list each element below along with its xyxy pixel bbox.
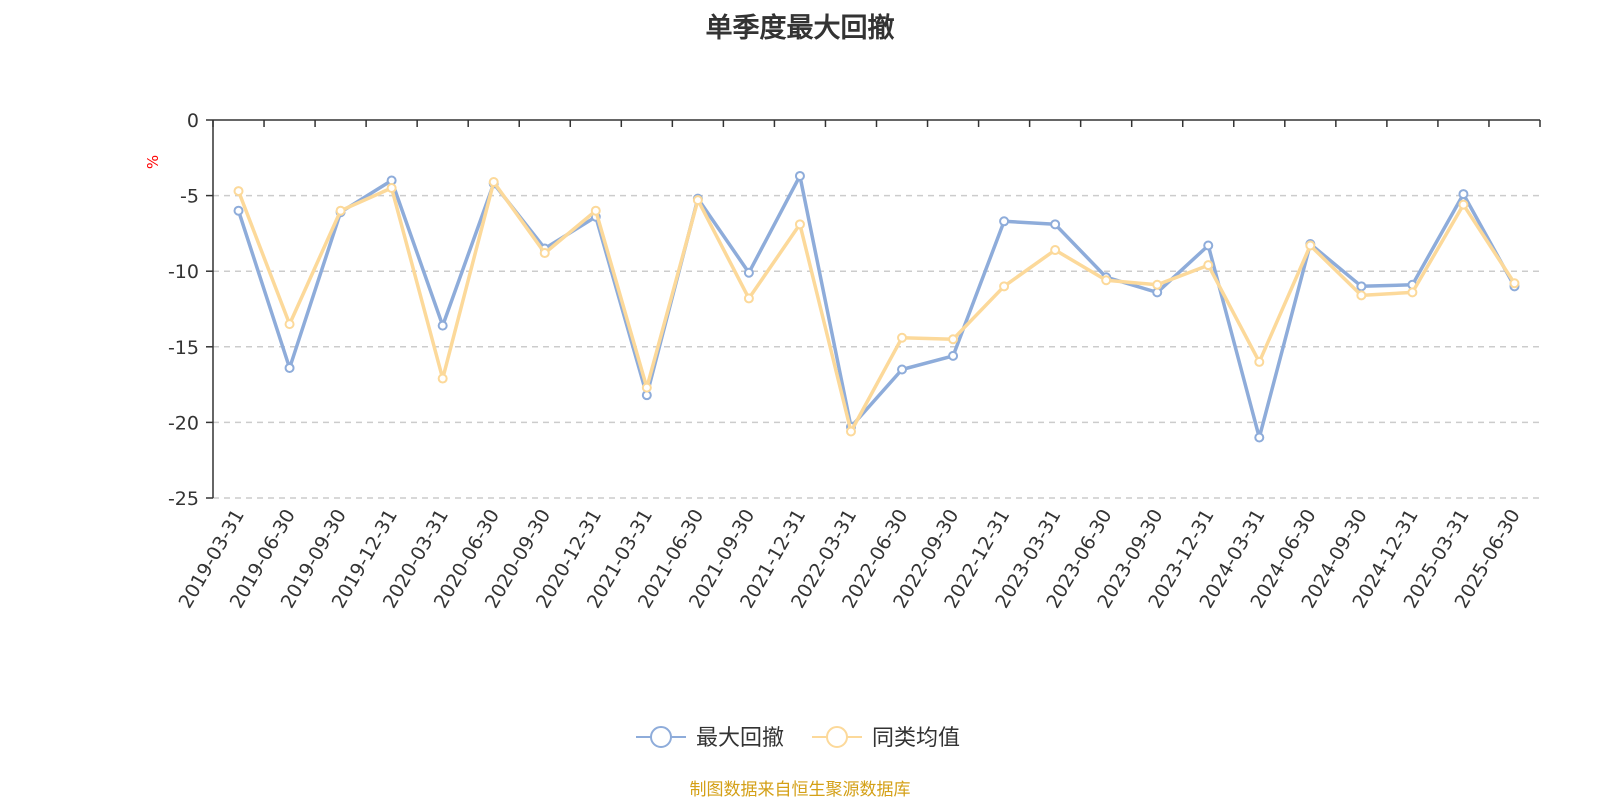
data-point	[794, 170, 805, 181]
data-point	[386, 183, 397, 194]
series-line-2	[236, 180, 1516, 434]
source-note: 制图数据来自恒生聚源数据库	[689, 780, 911, 800]
data-point	[743, 267, 754, 278]
data-point	[999, 216, 1010, 227]
data-point	[948, 350, 959, 361]
data-point	[1203, 260, 1214, 271]
data-point	[845, 426, 856, 437]
y-tick-label: -10	[168, 261, 199, 283]
data-point	[948, 334, 959, 345]
data-point	[794, 219, 805, 230]
legend-layer: 最大回撤 同类均值	[636, 726, 960, 751]
data-point	[641, 382, 652, 393]
legend-label: 同类均值	[872, 726, 960, 751]
data-point	[1101, 275, 1112, 286]
chart-title: 单季度最大回撤	[705, 13, 895, 44]
y-tick-label: 0	[187, 110, 199, 132]
data-point	[999, 281, 1010, 292]
legend-marker	[650, 726, 672, 748]
y-tick-label: -5	[180, 186, 199, 208]
data-point	[743, 293, 754, 304]
data-point	[437, 320, 448, 331]
y-tick-label: -25	[168, 488, 199, 510]
data-point	[539, 248, 550, 259]
data-point	[1305, 240, 1316, 251]
data-point	[488, 176, 499, 187]
data-point	[590, 205, 601, 216]
data-point	[1254, 432, 1265, 443]
data-point	[437, 373, 448, 384]
data-point	[1458, 199, 1469, 210]
series-layer	[233, 170, 1520, 443]
data-point	[1152, 279, 1163, 290]
data-point	[1254, 356, 1265, 367]
data-point	[233, 205, 244, 216]
y-tick-label: -15	[168, 337, 199, 359]
axis-layer: 0-5-10-15-20-25%2019-03-312019-06-302019…	[144, 110, 1541, 612]
legend-label: 最大回撤	[696, 726, 784, 751]
data-point	[1356, 290, 1367, 301]
data-point	[897, 332, 908, 343]
data-point	[284, 362, 295, 373]
data-point	[233, 186, 244, 197]
data-point	[692, 195, 703, 206]
y-axis-unit-label: %	[144, 155, 162, 169]
data-point	[1509, 278, 1520, 289]
data-point	[335, 205, 346, 216]
data-point	[1050, 245, 1061, 256]
data-point	[284, 319, 295, 330]
data-point	[1458, 189, 1469, 200]
legend-marker	[826, 726, 848, 748]
data-point	[1050, 219, 1061, 230]
data-point	[1407, 287, 1418, 298]
y-tick-label: -20	[168, 412, 199, 434]
series-line-1	[236, 174, 1517, 440]
data-point	[1203, 240, 1214, 251]
data-point	[1356, 281, 1367, 292]
data-point	[897, 364, 908, 375]
